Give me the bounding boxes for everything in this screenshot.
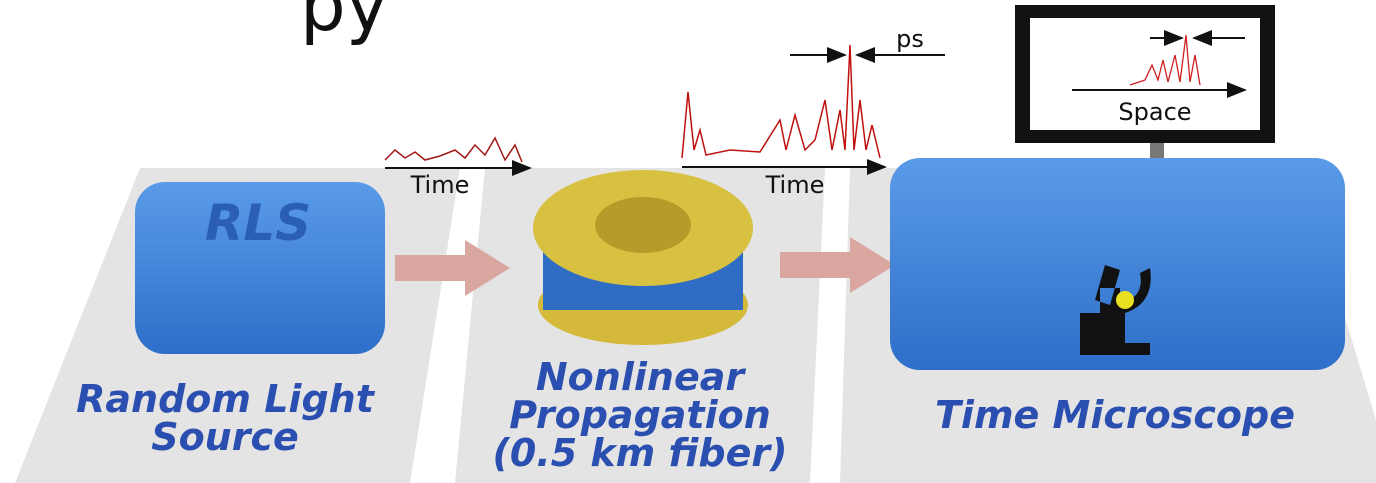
width-label: ps <box>896 25 924 53</box>
block-label: Source <box>151 415 299 459</box>
arrow <box>780 252 850 278</box>
microscope-lens <box>1116 291 1134 309</box>
microscope-icon <box>1080 265 1151 355</box>
block-label: Propagation <box>509 393 771 437</box>
block-label: Random Light <box>76 377 376 421</box>
signal-trace <box>681 44 881 159</box>
signal-trace <box>1129 34 1201 86</box>
arrow-head <box>850 237 895 293</box>
axis-label: Time <box>410 171 470 199</box>
block-label: (0.5 km fiber) <box>492 431 787 475</box>
spool-hole <box>595 197 691 253</box>
axis-label: Space <box>1118 98 1191 126</box>
title-fragment: py <box>300 0 388 47</box>
block-label: Time Microscope <box>935 393 1295 437</box>
signal-trace <box>384 136 523 163</box>
microscope-box <box>890 158 1345 370</box>
screen <box>1030 18 1260 130</box>
arrow <box>395 255 465 281</box>
rls-box <box>135 182 385 354</box>
arrow-head <box>465 240 510 296</box>
axis-label: Time <box>765 171 825 199</box>
rls-text: RLS <box>205 194 311 252</box>
block-label: Nonlinear <box>536 355 746 399</box>
